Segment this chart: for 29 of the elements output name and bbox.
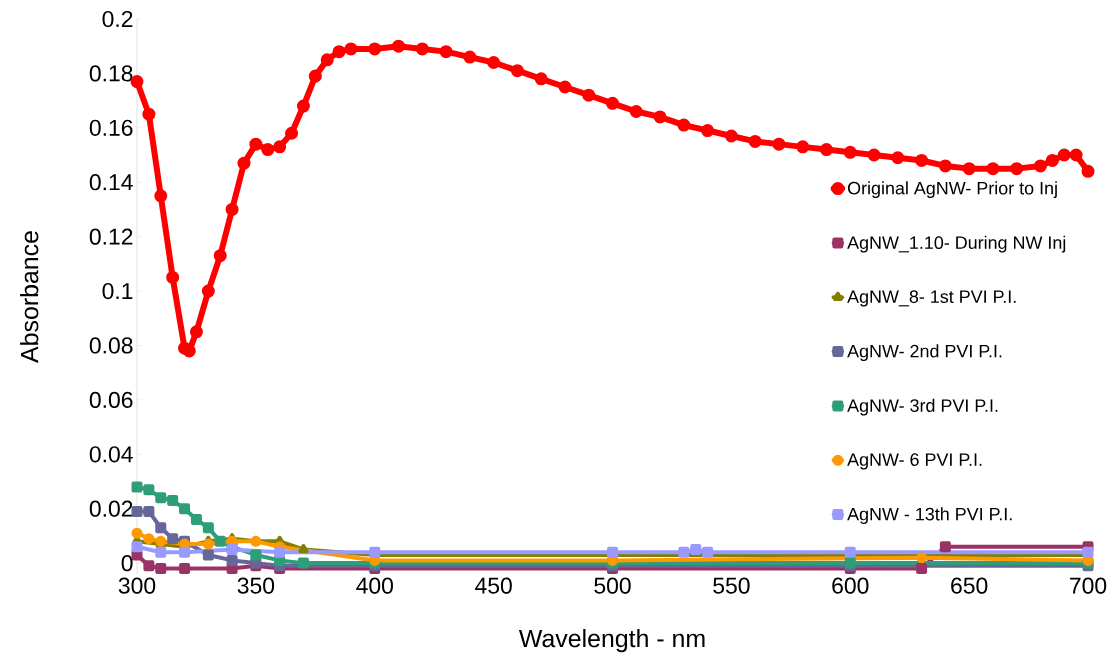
x-tick-label: 400 bbox=[356, 577, 393, 594]
y-tick-label: 0.04 bbox=[89, 446, 133, 463]
legend-label: AgNW - 13th PVI P.I. bbox=[847, 507, 1012, 524]
y-tick-label: 0.2 bbox=[102, 10, 133, 28]
y-tick-label: 0 bbox=[121, 555, 133, 572]
y-tick-label: 0.06 bbox=[89, 391, 133, 408]
legend-label: AgNW- 6 PVI P.I. bbox=[847, 453, 982, 470]
x-tick-label: 700 bbox=[1070, 577, 1107, 594]
x-tick-label: 450 bbox=[475, 577, 512, 594]
x-tick-label: 650 bbox=[951, 577, 988, 594]
y-tick-label: 0.08 bbox=[89, 337, 133, 354]
legend-label: AgNW- 3rd PVI P.I. bbox=[847, 398, 998, 416]
x-tick-label: 600 bbox=[832, 577, 869, 594]
x-tick-label: 350 bbox=[237, 577, 275, 594]
y-tick-label: 0.12 bbox=[89, 228, 133, 245]
x-axis-title: Wavelength - nm bbox=[518, 628, 705, 653]
legend-label: Original AgNW- Prior to Inj bbox=[847, 181, 1057, 199]
legend-label: AgNW_8- 1st PVI P.I. bbox=[847, 290, 1016, 307]
y-tick-label: 0.16 bbox=[89, 119, 133, 136]
x-tick-label: 500 bbox=[594, 577, 631, 594]
y-tick-label: 0.14 bbox=[89, 174, 133, 191]
y-tick-label: 0.18 bbox=[89, 65, 133, 82]
x-tick-label: 300 bbox=[118, 577, 156, 594]
y-axis-title: Absorbance bbox=[20, 231, 39, 363]
x-tick-label: 550 bbox=[713, 577, 750, 594]
legend-label: AgNW- 2nd PVI P.I. bbox=[847, 344, 1002, 362]
legend-label: AgNW_1.10- During NW Inj bbox=[847, 235, 1066, 253]
y-tick-label: 0.1 bbox=[102, 282, 133, 300]
y-tick-label: 0.02 bbox=[89, 500, 133, 517]
